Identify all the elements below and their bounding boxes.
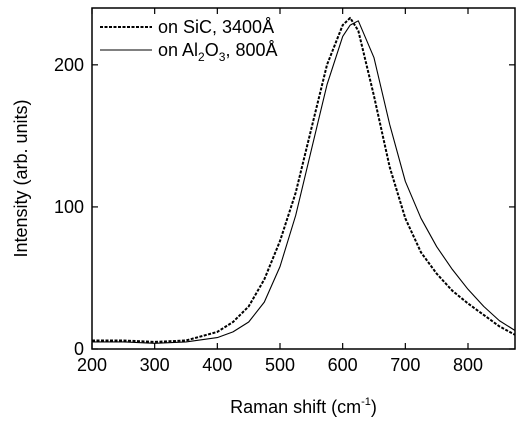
legend-label-part: on Al <box>158 40 198 60</box>
y-tick-label-200: 200 <box>54 55 84 75</box>
legend-label-part: 3 <box>219 50 226 64</box>
y-tick-label-0: 0 <box>74 339 84 359</box>
legend-label-0: on SiC, 3400Å <box>158 17 274 37</box>
plot-frame <box>91 7 516 350</box>
x-tick-label-300: 300 <box>140 355 170 375</box>
legend-label-part: , 800Å <box>225 40 277 60</box>
x-tick-label-800: 800 <box>453 355 483 375</box>
x-axis-label-sup: -1 <box>361 396 371 408</box>
series-layer <box>92 16 516 344</box>
y-axis-label: Intensity (arb. units) <box>11 99 31 257</box>
y-tick-label-100: 100 <box>54 197 84 217</box>
legend: on SiC, 3400Å on Al2O3, 800Å <box>100 17 277 64</box>
legend-label-part: on SiC, 3400Å <box>158 17 274 37</box>
x-tick-label-500: 500 <box>265 355 295 375</box>
x-tick-label-200: 200 <box>77 355 107 375</box>
x-tick-label-700: 700 <box>390 355 420 375</box>
x-axis-label-main: Raman shift (cm <box>230 397 361 417</box>
x-axis-label: Raman shift (cm-1) <box>230 396 377 417</box>
legend-label-part: O <box>205 40 219 60</box>
series-line-0 <box>92 16 516 343</box>
x-tick-label-400: 400 <box>202 355 232 375</box>
x-axis-label-close: ) <box>371 397 377 417</box>
legend-label-part: 2 <box>198 50 205 64</box>
series-line-1 <box>92 20 516 344</box>
x-tick-label-600: 600 <box>328 355 358 375</box>
ticks-layer: 200 300 400 500 600 700 800 0 100 200 <box>54 8 515 375</box>
legend-label-1: on Al2O3, 800Å <box>158 40 277 64</box>
